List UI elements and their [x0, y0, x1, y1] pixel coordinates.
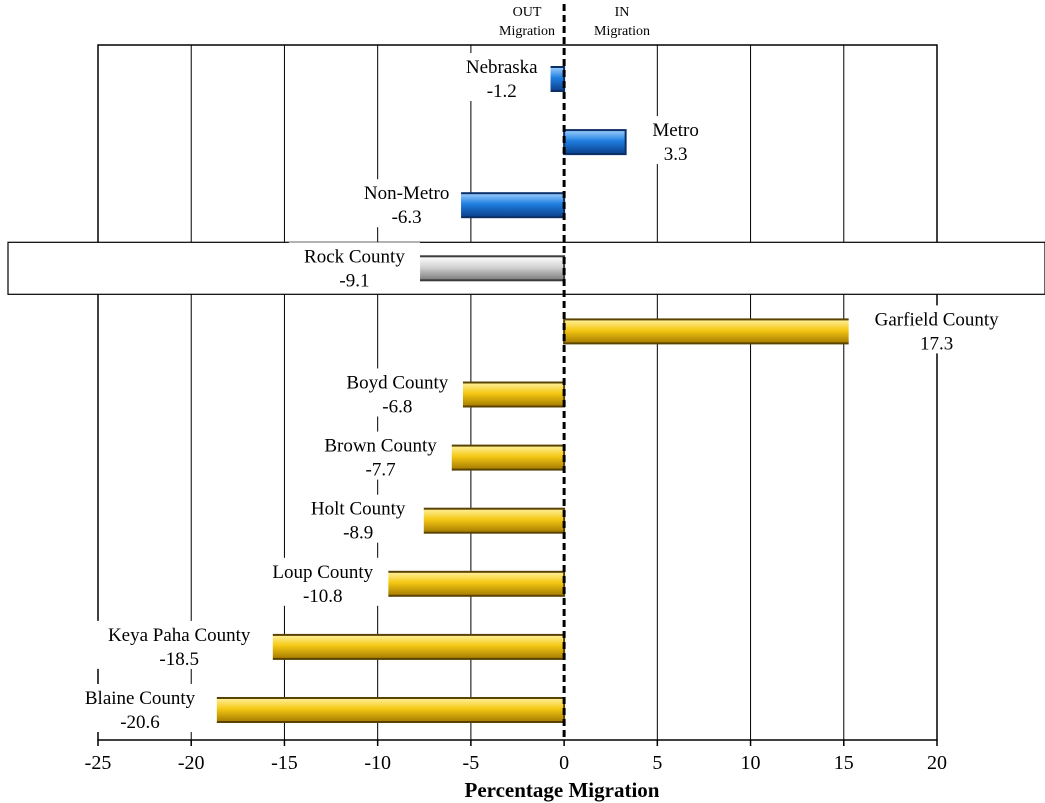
x-tick-label: -20 [178, 752, 205, 774]
x-tick-label: -25 [85, 752, 112, 774]
category-label: Brown County [324, 436, 437, 457]
x-tick-label: -10 [364, 752, 391, 774]
label-backing [643, 116, 708, 165]
bar-blaine-county [179, 697, 566, 723]
out-migration-label: OUT Migration [499, 5, 555, 39]
category-label: Metro [652, 120, 698, 141]
label-backing [257, 557, 389, 606]
label-backing [309, 431, 452, 480]
value-label: -1.2 [487, 81, 517, 102]
value-label: -9.1 [339, 270, 369, 291]
x-tick-label: 20 [927, 752, 947, 774]
bar-non-metro [445, 192, 566, 219]
category-label: Holt County [311, 499, 406, 520]
x-tick-label: 5 [652, 752, 662, 774]
value-label: 17.3 [920, 333, 953, 354]
value-label: -6.3 [392, 207, 422, 228]
label-backing [63, 684, 217, 732]
x-tick-label: -15 [271, 752, 298, 774]
bar-holt-county [397, 507, 566, 534]
x-tick-label: 15 [834, 752, 854, 774]
in-migration-label: IN Migration [594, 5, 650, 39]
category-label: Loup County [272, 562, 373, 583]
label-backing [292, 494, 424, 543]
bar-loup-county [361, 570, 566, 597]
category-label: Garfield County [875, 309, 1000, 330]
category-label: Non-Metro [364, 183, 449, 204]
label-backing [85, 620, 273, 669]
x-tick-label: 10 [741, 752, 761, 774]
category-label: Keya Paha County [108, 625, 251, 646]
x-tick-label: 0 [559, 752, 569, 774]
plot-area-frame [97, 44, 938, 741]
x-axis-title: Percentage Migration [465, 778, 660, 802]
category-label: Nebraska [466, 57, 538, 78]
bar-garfield-county [563, 318, 888, 345]
value-label: 3.3 [664, 144, 688, 165]
value-label: -20.6 [120, 712, 160, 733]
category-label: Blaine County [85, 688, 196, 709]
value-label: -18.5 [159, 649, 199, 670]
value-label: -8.9 [343, 523, 373, 544]
category-label: Boyd County [346, 373, 448, 394]
value-label: -7.7 [366, 460, 396, 481]
bar-rock-county [393, 255, 566, 282]
x-tick-label: -5 [463, 752, 480, 774]
label-backing [288, 242, 421, 291]
label-backing [331, 368, 463, 417]
value-label: -6.8 [382, 397, 412, 418]
label-backing [352, 179, 462, 228]
bar-keya-paha-county [218, 633, 566, 660]
category-label: Rock County [304, 246, 405, 267]
bar-metro [563, 129, 627, 156]
label-backing [848, 305, 1025, 354]
value-label: -10.8 [303, 586, 343, 607]
label-backing [452, 53, 551, 101]
